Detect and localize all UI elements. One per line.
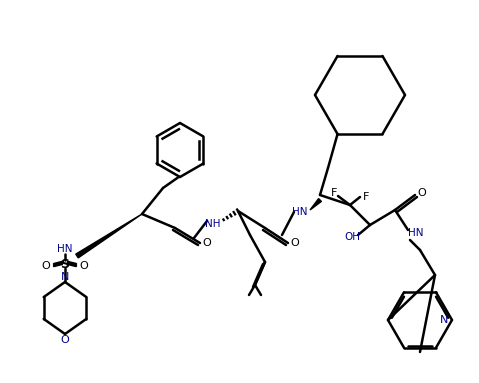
Text: HN: HN <box>57 244 73 254</box>
Polygon shape <box>76 214 142 258</box>
Text: O: O <box>291 238 299 248</box>
Text: O: O <box>61 335 69 345</box>
Text: F: F <box>331 188 337 198</box>
Text: N: N <box>440 315 448 325</box>
Text: O: O <box>42 261 50 271</box>
Text: O: O <box>203 238 211 248</box>
Text: HN: HN <box>408 228 424 238</box>
Text: F: F <box>363 192 369 202</box>
Text: O: O <box>418 188 426 198</box>
Text: S: S <box>60 257 69 270</box>
Text: O: O <box>80 261 88 271</box>
Text: N: N <box>61 272 69 282</box>
Polygon shape <box>310 199 321 210</box>
Text: NH: NH <box>205 219 221 229</box>
Text: OH: OH <box>344 232 360 242</box>
Text: HN: HN <box>292 207 308 217</box>
